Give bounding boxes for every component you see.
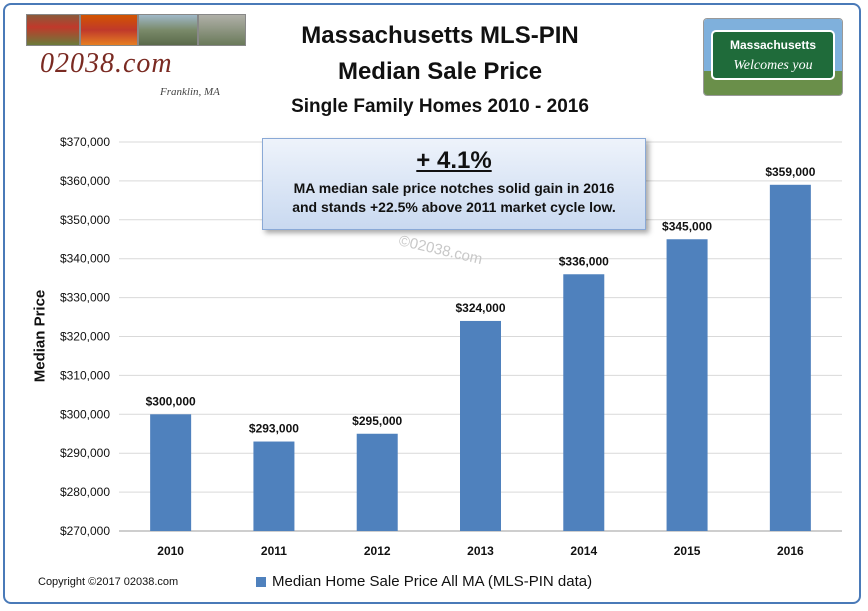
data-label: $345,000 (662, 219, 712, 233)
y-tick-label: $290,000 (60, 446, 110, 460)
callout-line2: and stands +22.5% above 2011 market cycl… (292, 199, 616, 215)
y-tick-label: $280,000 (60, 485, 110, 499)
callout-box: + 4.1% MA median sale price notches soli… (262, 138, 646, 230)
x-tick-label: 2015 (674, 544, 701, 558)
photo-thumbnail (26, 14, 80, 46)
callout-line1: MA median sale price notches solid gain … (293, 180, 615, 196)
chart-frame (3, 3, 861, 604)
copyright-text: Copyright ©2017 02038.com (38, 576, 179, 588)
x-tick-label: 2011 (261, 544, 287, 558)
x-tick-label: 2014 (570, 544, 597, 558)
bar (253, 441, 295, 531)
photo-thumbnail (198, 14, 246, 46)
y-tick-label: $310,000 (60, 368, 110, 382)
photo-thumbnail (80, 14, 138, 46)
y-tick-label: $370,000 (60, 135, 110, 149)
y-tick-label: $320,000 (60, 330, 110, 344)
data-label: $359,000 (765, 165, 815, 179)
photo-thumbnail (138, 14, 198, 46)
watermark: ©02038.com (397, 232, 484, 268)
sign-line2: Welcomes you (733, 58, 812, 73)
data-label: $295,000 (352, 414, 402, 428)
bar (460, 320, 501, 531)
logo-text: 02038.com (40, 48, 173, 79)
bar (769, 184, 811, 532)
bar (150, 414, 192, 531)
data-label: $293,000 (249, 422, 299, 436)
data-label: $300,000 (146, 394, 196, 408)
x-tick-label: 2016 (777, 544, 804, 558)
site-logo: 02038.com Franklin, MA (26, 14, 246, 98)
bar (563, 274, 605, 531)
bar (666, 239, 708, 531)
legend: Median Home Sale Price All MA (MLS-PIN d… (256, 573, 592, 590)
legend-label: Median Home Sale Price All MA (MLS-PIN d… (272, 573, 593, 590)
y-tick-label: $350,000 (60, 213, 110, 227)
data-label: $324,000 (455, 301, 505, 315)
chart-subtitle: Single Family Homes 2010 - 2016 (291, 96, 589, 117)
x-tick-label: 2012 (364, 544, 391, 558)
callout-headline: + 4.1% (416, 147, 492, 174)
y-tick-label: $330,000 (60, 291, 110, 305)
y-tick-label: $270,000 (60, 524, 110, 538)
y-tick-label: $300,000 (60, 407, 110, 421)
chart-title-line2: Median Sale Price (337, 58, 543, 85)
bar (356, 433, 398, 531)
chart-title-line1: Massachusetts MLS-PIN (301, 22, 579, 49)
y-tick-label: $360,000 (60, 174, 110, 188)
y-tick-label: $340,000 (60, 252, 110, 266)
x-tick-label: 2013 (467, 544, 494, 558)
data-label: $336,000 (559, 254, 609, 268)
sign-line1: Massachusetts (730, 38, 816, 52)
welcome-sign-image: Massachusetts Welcomes you (703, 18, 843, 96)
x-tick-label: 2010 (157, 544, 184, 558)
logo-subtext: Franklin, MA (160, 86, 220, 98)
legend-swatch (256, 576, 266, 587)
